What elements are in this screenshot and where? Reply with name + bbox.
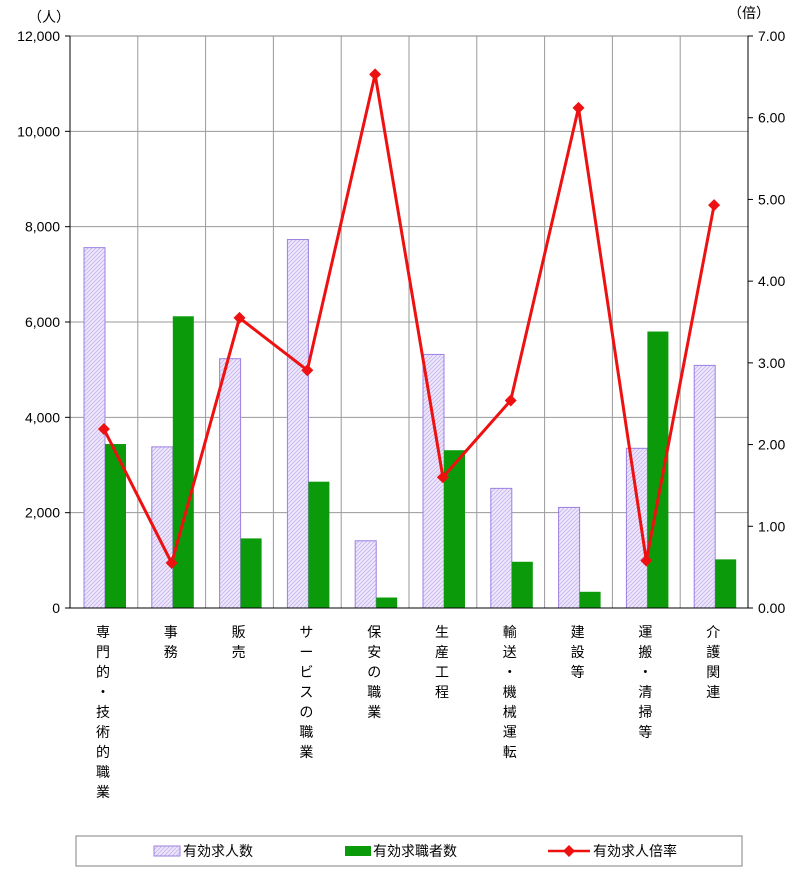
category-labels: 専門的・技術的職業 事務 販売 サービスの職業 保安の職業 生産工程 輸送・機械運転 建設等 運…: [96, 625, 720, 801]
category-label: サービスの職業: [299, 625, 313, 761]
legend: 有効求人数 有効求職者数 有効求人倍率: [75, 835, 743, 867]
legend-swatch-job-openings: [153, 845, 181, 857]
category-label: 輸送・機械運転: [503, 625, 517, 761]
right-tick-label: 5.00: [758, 191, 785, 207]
ratio-point: [97, 423, 110, 436]
ratio-series-line: [102, 72, 716, 565]
bar-job-seekers: [444, 450, 465, 608]
bar-job-seekers: [376, 597, 398, 608]
bar-job-seekers: [240, 538, 262, 608]
bar-job-openings: [558, 506, 581, 609]
category-label: 介護関連: [706, 625, 720, 701]
legend-swatch-job-seekers: [345, 846, 371, 856]
right-tick-label: 6.00: [758, 110, 785, 126]
category-label: 建設等: [571, 625, 585, 681]
bar-job-seekers: [579, 591, 601, 608]
right-axis-ticks: 0.00 1.00 2.00 3.00 4.00 5.00 6.00 7.00: [748, 28, 785, 616]
legend-label-job-seekers: 有効求職者数: [373, 844, 457, 860]
left-tick-label: 2,000: [25, 505, 60, 521]
ratio-point: [369, 68, 382, 81]
left-tick-label: 8,000: [25, 219, 60, 235]
bar-job-seekers: [308, 481, 330, 608]
right-tick-label: 3.00: [758, 355, 785, 371]
bar-job-openings: [219, 358, 242, 609]
legend-swatch-ratio-marker: [563, 845, 575, 857]
right-tick-label: 2.00: [758, 437, 785, 453]
ratio-point: [504, 394, 517, 407]
category-label: 販売: [232, 625, 246, 661]
bar-job-openings: [490, 487, 513, 609]
category-label: 運搬・清掃等: [638, 625, 652, 741]
left-tick-label: 10,000: [17, 123, 60, 139]
category-label: 生産工程: [435, 625, 449, 701]
ratio-line: [97, 68, 721, 570]
ratio-point: [233, 311, 246, 324]
left-tick-label: 0: [52, 600, 60, 616]
right-axis-unit: （倍）: [728, 6, 770, 22]
legend-label-job-openings: 有効求人数: [183, 844, 253, 860]
bar-job-seekers: [715, 559, 737, 608]
right-tick-label: 4.00: [758, 273, 785, 289]
right-tick-label: 1.00: [758, 518, 785, 534]
bars: [83, 239, 737, 609]
ratio-point: [301, 364, 314, 377]
bar-job-openings: [286, 239, 309, 609]
bar-job-seekers: [511, 561, 533, 608]
ratio-point: [165, 557, 178, 570]
category-label: 保安の職業: [367, 625, 381, 721]
category-label: 事務: [164, 625, 178, 661]
left-axis-unit: （人）: [28, 10, 70, 26]
bar-job-openings: [693, 364, 716, 609]
ratio-point: [640, 554, 653, 567]
legend-label-ratio: 有効求人倍率: [593, 843, 677, 860]
left-axis-ticks: 0 2,000 4,000 6,000 8,000 10,000 12,000: [17, 28, 70, 616]
ratio-point: [572, 101, 585, 114]
bar-job-seekers: [105, 444, 126, 608]
legend-box: [75, 835, 743, 867]
bar-job-openings: [625, 447, 648, 609]
right-tick-label: 7.00: [758, 28, 785, 44]
left-tick-label: 4,000: [25, 409, 60, 425]
bar-job-seekers: [647, 331, 669, 608]
bar-job-openings: [354, 540, 377, 609]
category-label: 専門的・技術的職業: [96, 625, 110, 801]
left-tick-label: 6,000: [25, 314, 60, 330]
right-tick-label: 0.00: [758, 600, 785, 616]
left-tick-label: 12,000: [17, 28, 60, 44]
ratio-point: [708, 199, 721, 212]
ratio-point: [436, 471, 449, 484]
